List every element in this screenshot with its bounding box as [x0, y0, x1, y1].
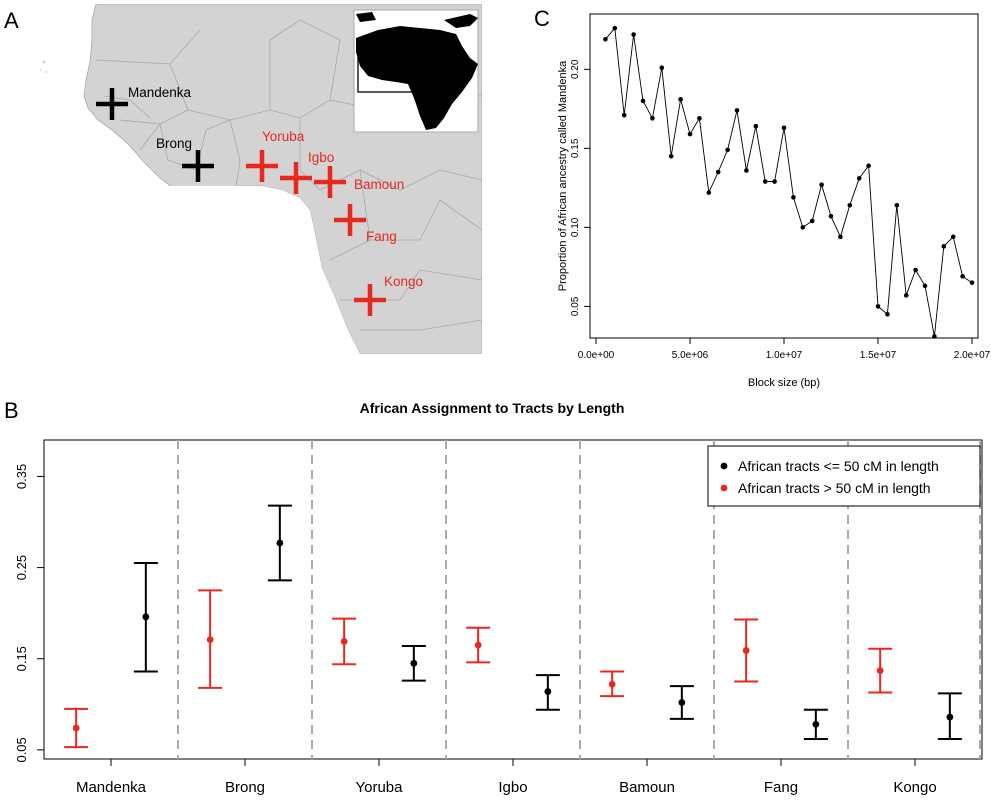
map-label-igbo: Igbo [308, 150, 334, 165]
panel-label-a: A [4, 8, 19, 33]
panel-label-c: C [534, 6, 550, 31]
inset-africa [356, 26, 478, 130]
map-marker-brong: Brong [156, 136, 214, 182]
map-marker-yoruba: Yoruba [246, 129, 305, 182]
map-marker-bamoun: Bamoun [314, 166, 404, 198]
map-label-brong: Brong [156, 136, 192, 151]
map-label-fang: Fang [366, 229, 397, 244]
map-label-yoruba: Yoruba [262, 129, 305, 144]
inset-region-box [357, 39, 425, 93]
panel-label-b: B [4, 398, 19, 423]
inset-map [353, 9, 479, 133]
map-marker-igbo: Igbo [280, 150, 334, 194]
map-label-kongo: Kongo [384, 274, 423, 289]
map-marker-fang: Fang [334, 204, 397, 244]
map-marker-mandenka: Mandenka [96, 85, 192, 120]
map-label-mandenka: Mandenka [128, 85, 192, 100]
map-marker-kongo: Kongo [354, 274, 423, 316]
map-label-bamoun: Bamoun [354, 177, 404, 192]
